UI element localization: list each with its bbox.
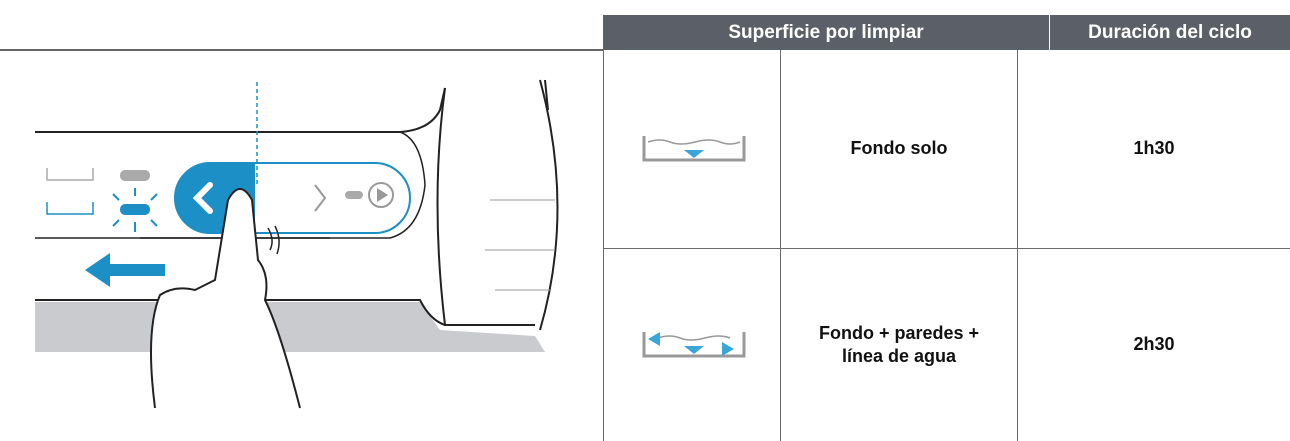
header-cell: Duración del ciclo (1050, 15, 1290, 50)
border (780, 50, 781, 441)
cell: Fondo + paredes + línea de agua (818, 322, 980, 366)
border (603, 248, 1290, 249)
illustration (0, 49, 603, 409)
cell: 2h30 (1133, 334, 1175, 355)
cell: 1h30 (1133, 138, 1175, 159)
cell: Fondo solo (850, 138, 948, 159)
header-cell: Superficie por limpiar (603, 15, 1049, 50)
border (603, 50, 604, 441)
icon-floor (642, 136, 746, 162)
icon-floor-walls (642, 332, 746, 358)
border (1017, 50, 1018, 441)
